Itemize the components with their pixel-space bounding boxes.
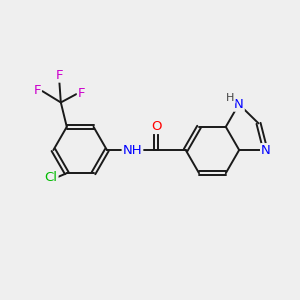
Text: H: H xyxy=(226,93,235,103)
Text: F: F xyxy=(33,84,41,97)
Text: N: N xyxy=(234,98,244,111)
Text: N: N xyxy=(261,144,271,157)
Text: Cl: Cl xyxy=(44,171,58,184)
Text: O: O xyxy=(151,120,161,133)
Text: NH: NH xyxy=(123,143,142,157)
Text: F: F xyxy=(78,87,85,100)
Text: F: F xyxy=(56,69,63,82)
